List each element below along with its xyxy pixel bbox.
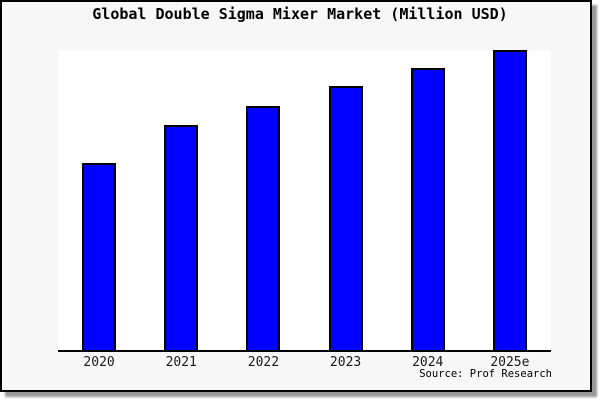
bar-2023 — [328, 86, 363, 350]
x-tick-label-2024: 2024 — [412, 355, 444, 370]
bar-2020 — [82, 162, 117, 350]
chart-title: Global Double Sigma Mixer Market (Millio… — [92, 5, 508, 23]
bar-2021 — [164, 125, 199, 350]
x-tick-label-2023: 2023 — [329, 355, 362, 370]
x-tick-label-2020: 2020 — [83, 355, 115, 370]
source-text: Source: Prof Research — [419, 368, 552, 380]
x-tick-label-2021: 2021 — [165, 355, 197, 370]
bar-2024 — [410, 68, 445, 350]
plot-area — [58, 50, 551, 352]
bar-2025e — [492, 50, 527, 350]
x-tick-label-2022: 2022 — [247, 355, 280, 370]
x-axis-labels: 2020 2021 2022 2023 2024 2025e — [58, 355, 551, 371]
bar-2022 — [246, 105, 281, 350]
x-tick-label-2025e: 2025e — [490, 355, 530, 370]
